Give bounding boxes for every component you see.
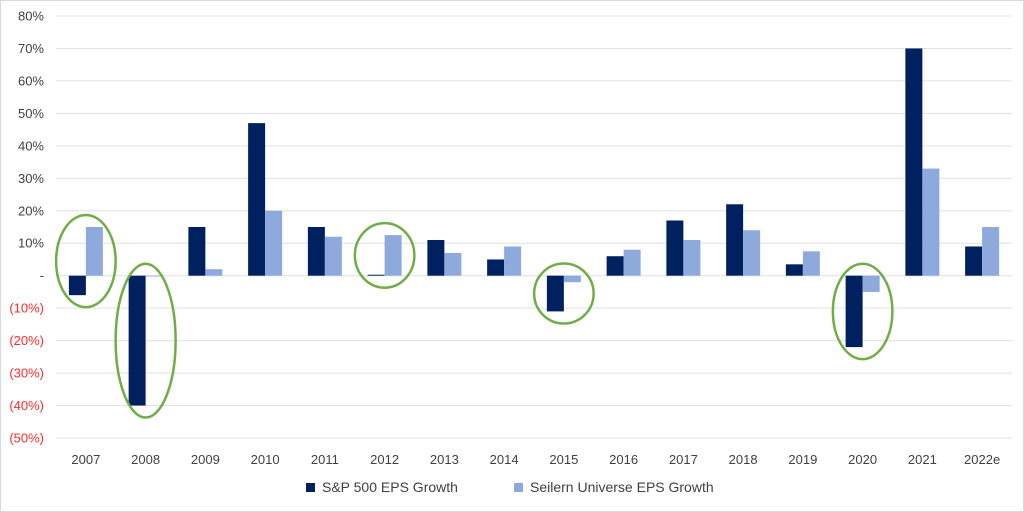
y-tick-label: 40%	[18, 138, 44, 153]
bar-series-1-2022e	[965, 246, 983, 276]
bar-series-1-2009	[188, 227, 206, 276]
bar-series-1-2016	[606, 256, 624, 276]
bar-series-1-2014	[487, 259, 505, 276]
x-tick-label: 2016	[609, 452, 638, 467]
bar-series-1-2020	[845, 275, 863, 348]
bar-series-1-2018	[726, 204, 744, 276]
bar-series-2-2013	[444, 252, 462, 276]
bar-series-2-2015	[563, 275, 581, 283]
bar-series-1-2013	[427, 239, 445, 276]
bar-series-2-2014	[504, 246, 522, 276]
legend-swatch-2	[514, 483, 523, 492]
legend: S&P 500 EPS Growth Seilern Universe EPS G…	[306, 479, 714, 495]
bar-series-2-2011	[324, 236, 342, 276]
highlight-circle-2008	[114, 262, 177, 419]
highlight-circle-2020	[831, 262, 894, 361]
bar-series-2-2022e	[982, 227, 1000, 276]
x-tick-label: 2013	[430, 452, 459, 467]
x-tick-label: 2021	[908, 452, 937, 467]
y-tick-label: (20%)	[9, 333, 44, 348]
bar-series-1-2011	[307, 227, 325, 276]
x-tick-label: 2014	[490, 452, 519, 467]
bar-series-2-2017	[683, 239, 701, 276]
y-tick-label: 20%	[18, 203, 44, 218]
highlight-circles	[54, 213, 894, 419]
bar-series-2-2021	[922, 168, 940, 276]
y-axis-ticks: 80% 70% 60% 50% 40% 30% 20% 10% - (10%) (20%) (30%)…	[9, 9, 44, 446]
legend-label-2: Seilern Universe EPS Growth	[530, 479, 714, 495]
bar-series-2-2020	[862, 275, 880, 292]
y-tick-label: (50%)	[9, 431, 44, 446]
bar-series-2-2019	[802, 251, 820, 276]
y-tick-label: (10%)	[9, 301, 44, 316]
x-tick-label: 2015	[549, 452, 578, 467]
bar-series-1-2017	[666, 220, 684, 276]
bar-series-1-2021	[905, 48, 923, 276]
legend-label-1: S&P 500 EPS Growth	[322, 479, 458, 495]
y-tick-label: (40%)	[9, 398, 44, 413]
x-tick-label: 2008	[131, 452, 160, 467]
y-tick-label: 70%	[18, 41, 44, 56]
x-tick-label: 2011	[311, 452, 339, 467]
bar-series-2-2007	[85, 227, 103, 276]
bar-series-1-2008	[128, 275, 146, 406]
bar-series-1-2015	[546, 275, 564, 312]
bar-series-2-2008	[145, 275, 163, 277]
bar-series-2-2016	[623, 249, 641, 276]
bar-series-2-2012	[384, 235, 402, 276]
x-tick-label: 2020	[848, 452, 877, 467]
x-tick-label: 2009	[191, 452, 220, 467]
x-tick-label: 2017	[669, 452, 698, 467]
bar-series-1-2019	[785, 264, 803, 276]
highlight-circle-2012	[353, 221, 416, 289]
bar-series-1-2007	[68, 275, 86, 296]
x-tick-label: 2019	[788, 452, 817, 467]
bar-series-2-2018	[743, 230, 761, 276]
x-tick-label: 2018	[729, 452, 758, 467]
highlight-circle-2007	[54, 213, 117, 309]
bar-series-2-2009	[205, 269, 223, 276]
x-tick-label: 2007	[71, 452, 100, 467]
bar-series-2-2010	[265, 210, 283, 276]
bar-series-1-2010	[248, 123, 266, 276]
y-tick-label: 30%	[18, 171, 44, 186]
x-tick-label: 2022e	[964, 452, 1000, 467]
y-tick-label: 50%	[18, 106, 44, 121]
legend-swatch-1	[306, 483, 315, 492]
x-tick-label: 2012	[370, 452, 399, 467]
bar-series-1-2012	[367, 274, 385, 276]
x-axis-ticks: 2007 2008 2009 2010 2011 2012 2013 2014 2015 2016…	[71, 452, 1000, 467]
y-tick-label: (30%)	[9, 366, 44, 381]
x-tick-label: 2010	[251, 452, 280, 467]
y-tick-label: 10%	[18, 236, 44, 251]
highlight-circle-2015	[532, 262, 595, 325]
y-tick-label: -	[40, 268, 44, 283]
y-tick-label: 80%	[18, 9, 44, 24]
bars	[68, 48, 1000, 406]
y-tick-label: 60%	[18, 73, 44, 88]
